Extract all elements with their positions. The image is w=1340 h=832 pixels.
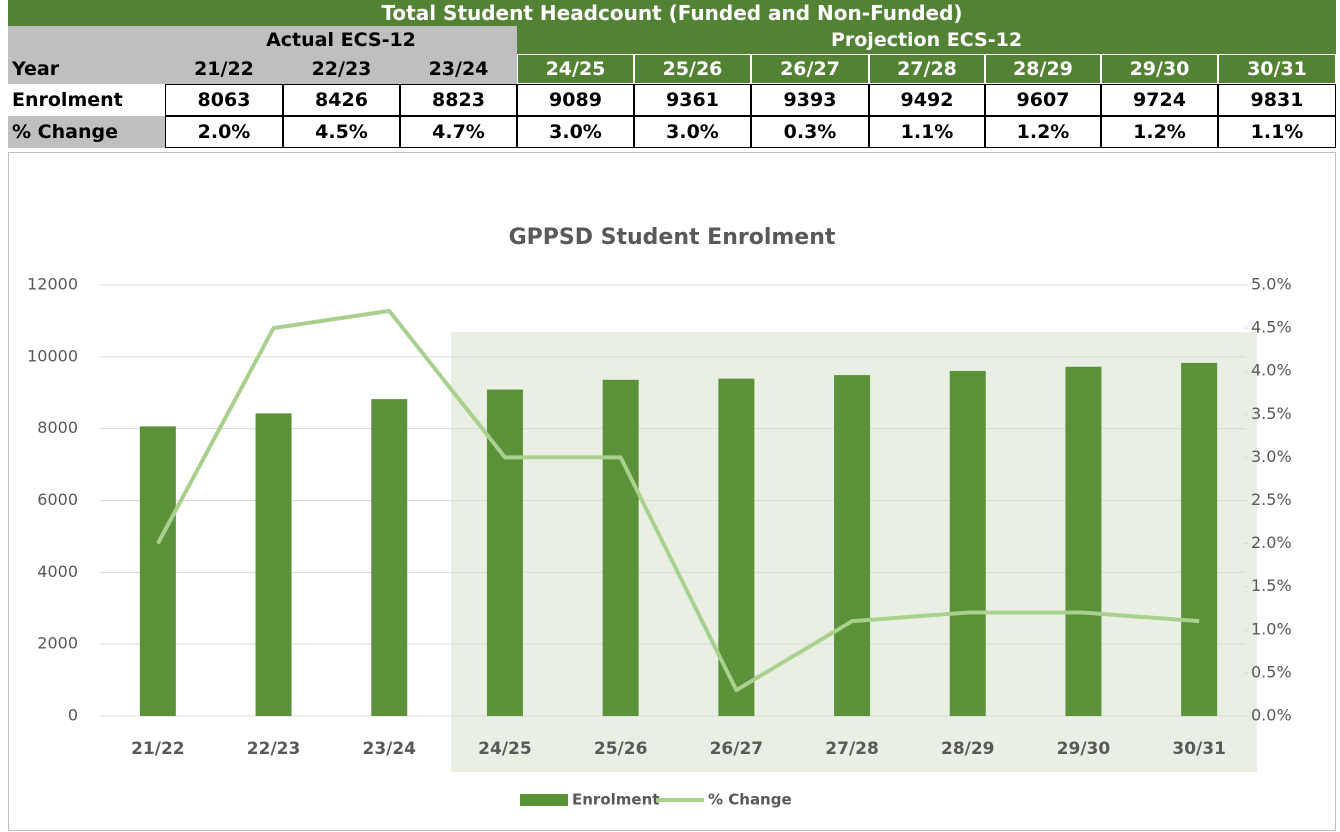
table-cell: 9393: [751, 84, 869, 116]
row-label: Year: [8, 54, 165, 84]
table-cell: 3.0%: [517, 116, 634, 148]
y-tick-label: 0: [68, 706, 78, 725]
table-cell: 9831: [1218, 84, 1336, 116]
bar: [371, 399, 408, 716]
y-tick-label: 10000: [27, 346, 78, 365]
y2-tick-label: 5.0%: [1251, 275, 1292, 294]
bar: [834, 375, 871, 716]
y2-tick-label: 1.0%: [1251, 619, 1292, 638]
table-cell: 9361: [634, 84, 751, 116]
y-tick-label: 2000: [37, 634, 78, 653]
y-tick-label: 12000: [27, 275, 78, 294]
legend-label: % Change: [708, 791, 792, 809]
y-tick-label: 4000: [37, 562, 78, 581]
bar: [1065, 366, 1102, 716]
table-cell: 8063: [165, 84, 283, 116]
bar: [139, 426, 176, 716]
table-cell: 23/24: [400, 54, 517, 84]
bar: [602, 379, 639, 716]
y2-tick-label: 2.0%: [1251, 533, 1292, 552]
row-label: Enrolment: [8, 84, 165, 116]
table-cell: 30/31: [1218, 54, 1336, 84]
bar: [718, 378, 755, 716]
legend-label: Enrolment: [572, 791, 659, 809]
x-tick-label: 24/25: [478, 739, 532, 759]
table-cell: 4.5%: [283, 116, 400, 148]
y2-tick-label: 1.5%: [1251, 576, 1292, 595]
table-cell: 3.0%: [634, 116, 751, 148]
y2-tick-label: 4.5%: [1251, 318, 1292, 337]
table-cell: 9089: [517, 84, 634, 116]
x-tick-label: 22/23: [247, 739, 301, 759]
table-cell: 22/23: [283, 54, 400, 84]
y2-tick-label: 3.0%: [1251, 447, 1292, 466]
x-tick-label: 27/28: [825, 739, 879, 759]
table-cell: 8426: [283, 84, 400, 116]
x-tick-label: 30/31: [1172, 739, 1226, 759]
table-cell: 0.3%: [751, 116, 869, 148]
table-cell: 2.0%: [165, 116, 283, 148]
table-cell: 1.2%: [985, 116, 1101, 148]
table-title: Total Student Headcount (Funded and Non-…: [8, 0, 1336, 26]
y2-tick-label: 2.5%: [1251, 490, 1292, 509]
group-header: Projection ECS-12: [517, 26, 1336, 54]
chart-title: GPPSD Student Enrolment: [509, 225, 836, 250]
y2-tick-label: 3.5%: [1251, 404, 1292, 423]
x-tick-label: 26/27: [710, 739, 764, 759]
x-tick-label: 29/30: [1057, 739, 1111, 759]
x-tick-label: 25/26: [594, 739, 648, 759]
table-cell: 1.1%: [1218, 116, 1336, 148]
legend-swatch: [520, 794, 568, 806]
bar: [255, 413, 292, 716]
table-cell: 25/26: [634, 54, 751, 84]
table-cell: 26/27: [751, 54, 869, 84]
x-tick-label: 23/24: [362, 739, 416, 759]
x-tick-label: 28/29: [941, 739, 995, 759]
bar: [949, 370, 986, 716]
x-tick-label: 21/22: [131, 739, 185, 759]
table-cell: 4.7%: [400, 116, 517, 148]
row-label: % Change: [8, 116, 165, 148]
table-cell: 9724: [1101, 84, 1218, 116]
y2-tick-label: 0.0%: [1251, 706, 1292, 725]
table-cell: 9492: [869, 84, 985, 116]
y-tick-label: 8000: [37, 418, 78, 437]
group-header: Actual ECS-12: [8, 26, 517, 54]
y2-tick-label: 4.0%: [1251, 361, 1292, 380]
y2-tick-label: 0.5%: [1251, 662, 1292, 681]
bar: [1181, 362, 1218, 716]
table-cell: 1.1%: [869, 116, 985, 148]
y-tick-label: 6000: [37, 490, 78, 509]
line: [156, 308, 1200, 693]
table-cell: 1.2%: [1101, 116, 1218, 148]
table-cell: 28/29: [985, 54, 1101, 84]
table-cell: 24/25: [517, 54, 634, 84]
table-cell: 9607: [985, 84, 1101, 116]
table-cell: 29/30: [1101, 54, 1218, 84]
table-cell: 21/22: [165, 54, 283, 84]
table-cell: 8823: [400, 84, 517, 116]
table-cell: 27/28: [869, 54, 985, 84]
